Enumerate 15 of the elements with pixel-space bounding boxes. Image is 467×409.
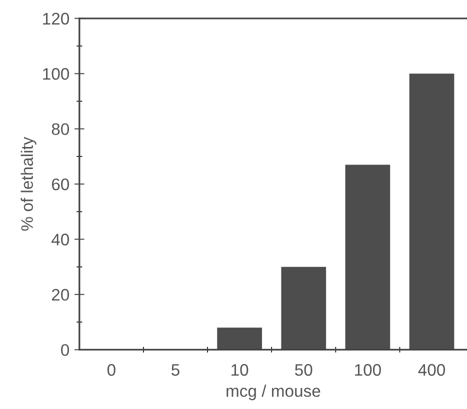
y-tick-label: 120 xyxy=(43,12,70,25)
x-axis-title: mcg / mouse xyxy=(226,384,320,400)
x-tick-label: 100 xyxy=(355,364,381,376)
y-axis-title: % of lethality xyxy=(20,136,36,231)
x-tick-label: 10 xyxy=(232,364,248,376)
x-tick-label: 400 xyxy=(418,364,446,376)
y-tick-label: 40 xyxy=(52,234,70,246)
y-tick-label: 20 xyxy=(52,288,70,301)
y-tick-label: 100 xyxy=(43,68,70,80)
y-tick-label: 0 xyxy=(61,344,70,356)
y-tick-label: 80 xyxy=(52,123,70,136)
x-tick-label: 50 xyxy=(295,364,312,376)
x-tick-label: 0 xyxy=(107,364,116,376)
y-tick-label: 60 xyxy=(52,178,70,190)
x-tick-label: 5 xyxy=(172,364,180,376)
